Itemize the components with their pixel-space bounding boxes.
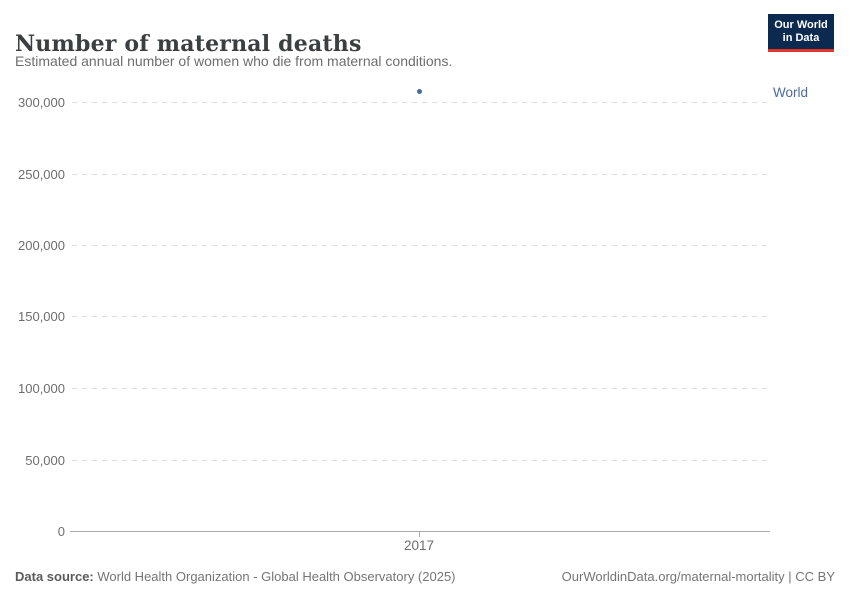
gridline-row-150000: 150,000	[0, 308, 770, 324]
y-tick-label: 250,000	[18, 166, 65, 182]
gridline	[72, 459, 770, 461]
data-source-text: World Health Organization - Global Healt…	[93, 569, 456, 584]
gridline	[72, 101, 770, 103]
y-tick-label: 150,000	[18, 308, 65, 324]
gridline-row-200000: 200,000	[0, 237, 770, 253]
y-tick-label: 200,000	[18, 237, 65, 253]
owid-logo-line1: Our World	[774, 18, 828, 31]
gridline-row-250000: 250,000	[0, 166, 770, 182]
y-tick-label: 50,000	[25, 452, 65, 468]
gridline-row-300000: 300,000	[0, 94, 770, 110]
gridline	[72, 387, 770, 389]
x-tick-label-2017: 2017	[403, 538, 435, 553]
x-axis-line	[70, 530, 770, 532]
y-tick-label: 0	[57, 523, 65, 539]
x-axis-baseline-row: 0	[0, 523, 770, 539]
legend-label-world[interactable]: World	[773, 85, 809, 100]
owid-logo[interactable]: Our World in Data	[768, 14, 834, 52]
owid-logo-line2: in Data	[782, 31, 820, 44]
credit-link[interactable]: OurWorldinData.org/maternal-mortality | …	[561, 569, 835, 584]
y-tick-label: 300,000	[18, 94, 65, 110]
data-source-label: Data source:	[15, 569, 94, 584]
x-tick-mark-2017	[419, 532, 420, 537]
gridline-row-100000: 100,000	[0, 380, 770, 396]
gridline	[72, 173, 770, 175]
page-title: Number of maternal deaths	[15, 30, 362, 57]
y-tick-label: 100,000	[18, 380, 65, 396]
gridline	[72, 244, 770, 246]
gridline	[72, 315, 770, 317]
gridline-row-50000: 50,000	[0, 452, 770, 468]
chart-subtitle: Estimated annual number of women who die…	[15, 53, 453, 69]
data-source-note: Data source: World Health Organization -…	[15, 569, 456, 584]
data-point-world-2017[interactable]	[417, 89, 422, 95]
